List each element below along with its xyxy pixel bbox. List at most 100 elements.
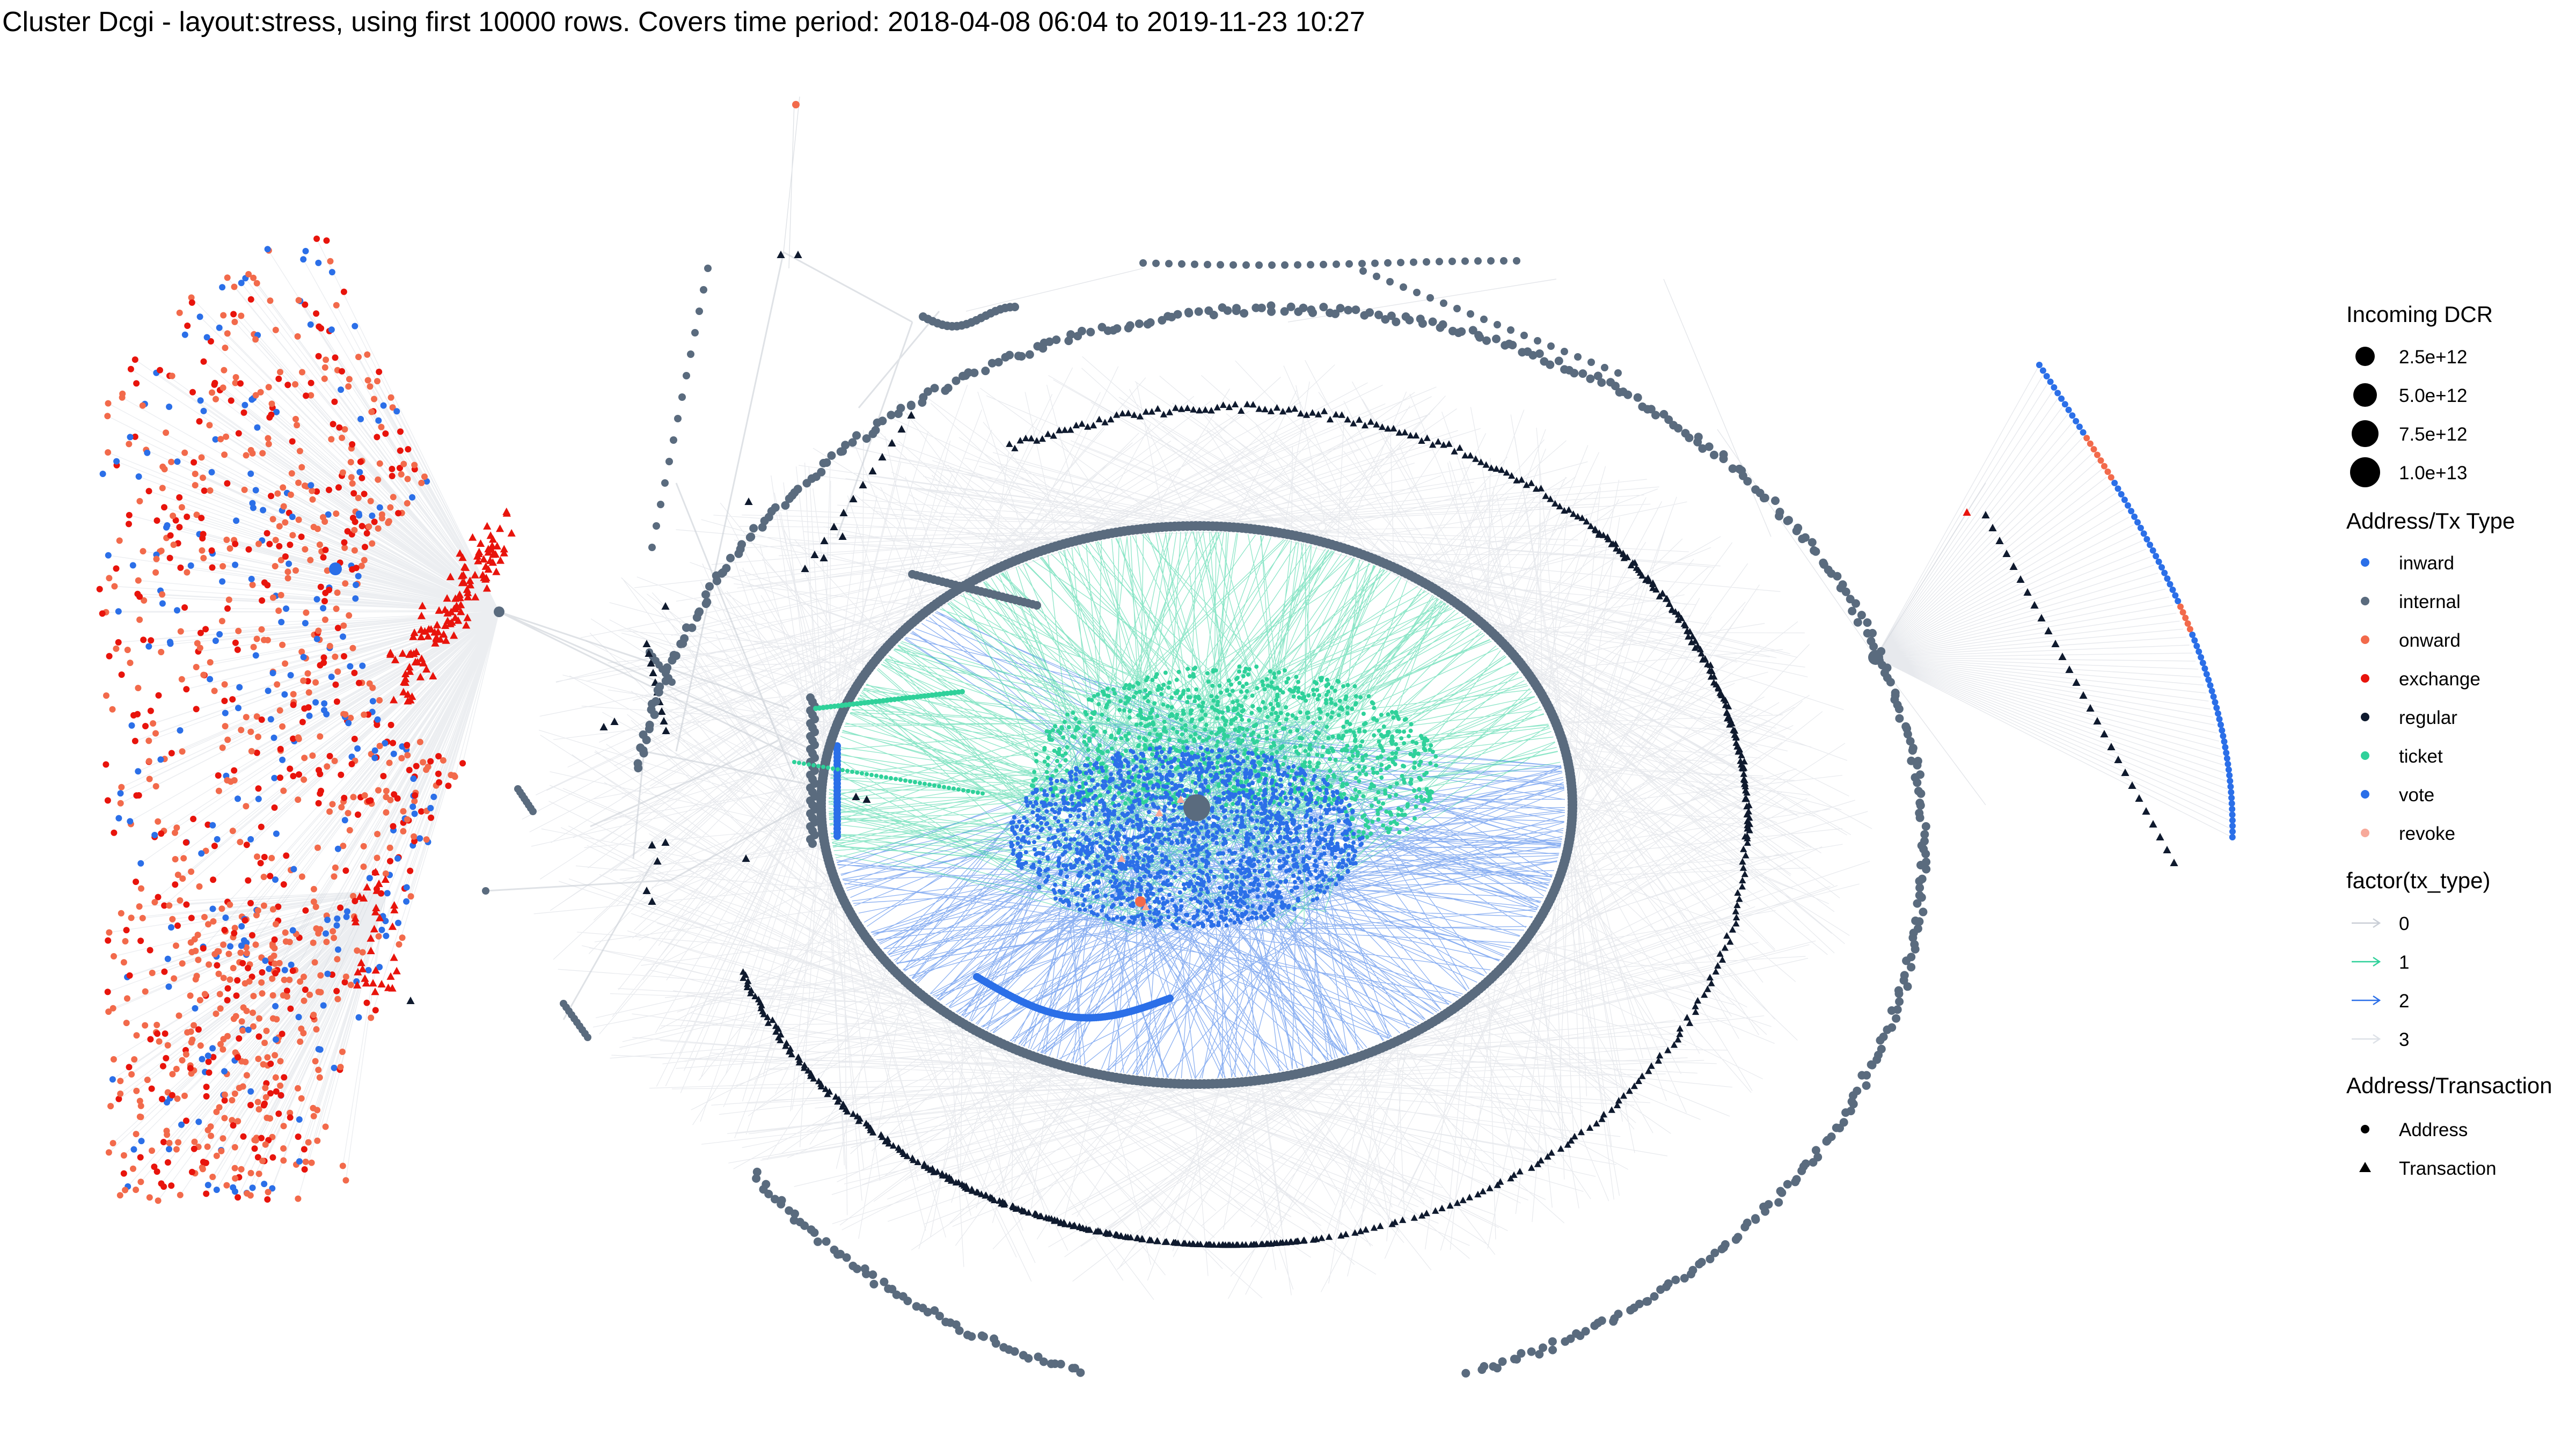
ticket-node (1376, 800, 1381, 804)
address-node (1908, 933, 1918, 942)
address-node (315, 259, 322, 266)
transaction-node (878, 453, 887, 460)
address-node (136, 497, 143, 504)
ticket-node (1294, 675, 1299, 679)
address-node (366, 875, 373, 882)
address-node (330, 928, 336, 935)
transaction-node (486, 531, 495, 539)
ticket-node (1045, 756, 1050, 760)
ticket-node (1244, 682, 1249, 686)
address-node (168, 750, 175, 757)
ticket-node (1402, 718, 1407, 722)
address-node (236, 1085, 243, 1092)
ticket-node (1318, 709, 1323, 714)
address-node (423, 836, 430, 843)
address-node (395, 919, 401, 926)
address-node (1498, 1357, 1507, 1366)
address-node (250, 1023, 257, 1030)
ticket-node (1297, 695, 1301, 700)
address-node (144, 449, 151, 456)
address-node (349, 480, 356, 487)
address-node (1611, 382, 1620, 391)
address-node (99, 610, 106, 617)
transaction-node (1620, 1092, 1628, 1099)
address-node (174, 458, 181, 465)
ticket-node (1326, 774, 1330, 779)
address-node (1704, 442, 1714, 451)
ticket-node (1175, 730, 1180, 735)
address-node (1913, 778, 1922, 787)
vote-node (1194, 859, 1198, 864)
address-node (115, 608, 122, 615)
address-node (139, 402, 146, 409)
address-node (396, 941, 402, 948)
ticket-node (1052, 749, 1057, 753)
transaction-node (1740, 758, 1748, 765)
ticket-node (1242, 752, 1247, 756)
ticket-node (1127, 715, 1132, 720)
ticket-node (1433, 754, 1438, 759)
address-node (356, 679, 362, 686)
address-node (238, 312, 245, 319)
transaction-node (1708, 979, 1715, 986)
address-node (1280, 307, 1289, 316)
address-node (230, 964, 237, 971)
ticket-node (1355, 794, 1359, 799)
address-node (1907, 756, 1916, 765)
address-node (226, 901, 233, 908)
hub-node (482, 887, 489, 895)
ticket-node (1065, 769, 1070, 773)
address-node (355, 1014, 362, 1021)
address-node (1561, 348, 1568, 355)
ticket-node (1260, 679, 1265, 684)
address-node (209, 564, 216, 571)
address-node (211, 687, 218, 694)
ticket-node (1210, 683, 1215, 688)
address-node (145, 643, 152, 650)
address-node (243, 714, 250, 721)
address-node (159, 485, 166, 492)
address-node (333, 698, 340, 705)
address-node (202, 626, 209, 633)
transaction-node (1593, 1119, 1600, 1126)
address-node (1554, 356, 1563, 365)
ticket-node (1338, 777, 1343, 782)
transaction-node (1180, 1240, 1188, 1247)
address-node (174, 872, 181, 879)
address-node (104, 797, 111, 804)
address-node (184, 514, 191, 520)
ticket-node (1358, 744, 1363, 748)
address-node (342, 867, 349, 874)
address-node (1223, 306, 1232, 315)
address-node (1568, 800, 1577, 810)
transaction-node (1303, 411, 1311, 418)
transaction-node (1130, 411, 1138, 418)
address-node (290, 866, 297, 873)
ticket-node (1414, 741, 1419, 745)
address-node (371, 518, 378, 525)
ticket-node (1100, 762, 1105, 766)
address-node (312, 1058, 319, 1065)
transaction-node (1429, 441, 1437, 448)
address-node (177, 628, 184, 635)
ticket-node (1176, 758, 1181, 763)
address-node (657, 501, 664, 508)
transaction-node (648, 841, 656, 848)
transaction-node (458, 553, 467, 561)
address-node (1436, 258, 1443, 266)
ticket-node (1327, 750, 1331, 755)
address-node (1887, 1006, 1896, 1015)
vote-node (1286, 903, 1291, 908)
transaction-node (777, 251, 785, 258)
address-node (300, 677, 307, 684)
transaction-node (1648, 1062, 1655, 1069)
address-node (315, 627, 322, 634)
address-node (212, 638, 219, 644)
address-node (404, 475, 411, 482)
address-node (254, 1099, 261, 1106)
address-node (145, 758, 152, 765)
transaction-node (1113, 1231, 1121, 1238)
transaction-node (1701, 991, 1708, 998)
address-node (1869, 642, 1878, 651)
address-node (224, 997, 231, 1004)
